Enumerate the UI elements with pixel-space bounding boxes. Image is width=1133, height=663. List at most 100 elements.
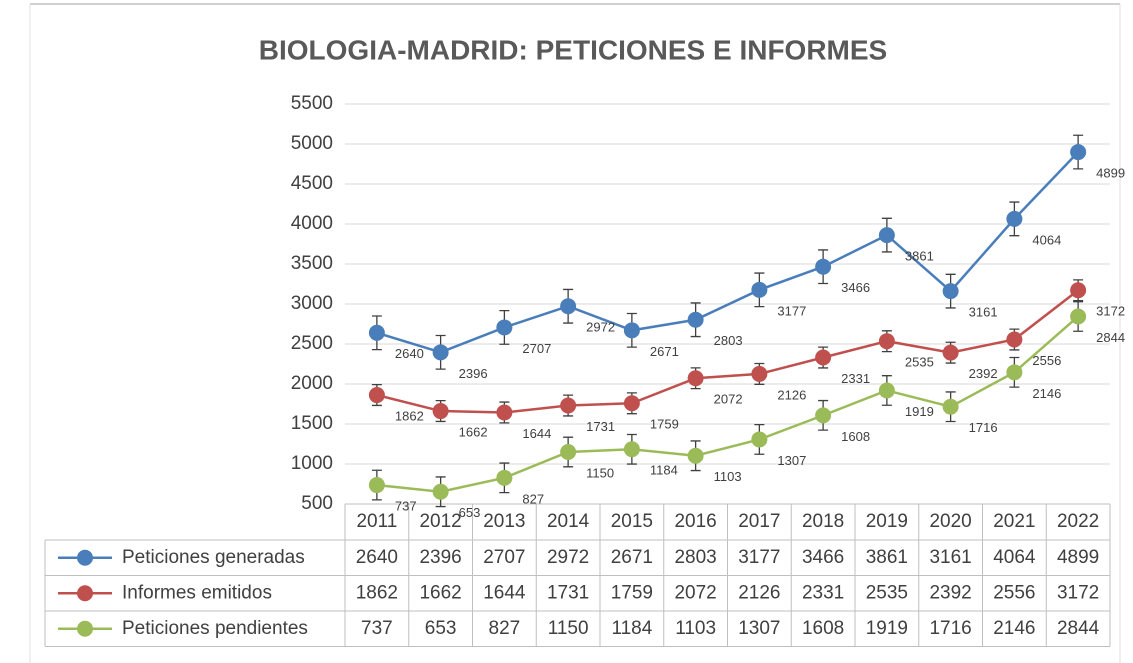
marker [560,397,577,414]
marker [815,407,832,424]
legend-label: Peticiones pendientes [122,618,308,639]
y-tick-label: 3000 [291,293,333,314]
x-tick-label: 2019 [866,511,908,532]
x-tick-label: 2014 [547,511,590,532]
data-label: 3466 [841,280,870,295]
marker [878,227,895,244]
data-label: 1608 [841,429,870,444]
table-value: 4899 [1057,547,1099,568]
table-value: 1759 [611,582,653,603]
y-tick-label: 2500 [291,333,333,354]
table-value: 2392 [929,582,971,603]
y-tick-label: 4000 [291,213,333,234]
marker [368,387,385,404]
marker [751,431,768,448]
marker [560,444,577,460]
data-label: 3861 [905,249,934,264]
x-tick-label: 2020 [929,511,971,532]
marker [687,311,704,328]
table-value: 3172 [1057,582,1099,603]
chart-title: BIOLOGIA-MADRID: PETICIONES E INFORMES [259,34,887,65]
table-value: 2640 [356,547,398,568]
marker [878,382,895,399]
y-tick-label: 5000 [291,133,333,154]
marker [432,483,449,500]
marker [687,447,704,464]
data-label: 653 [459,505,481,520]
data-label: 1716 [969,420,998,435]
y-tick-label: 2000 [291,373,333,394]
data-label: 2640 [395,346,424,361]
table-value: 1862 [356,582,398,603]
table-value: 1307 [738,618,780,639]
table-value: 1103 [675,618,716,639]
x-tick-label: 2015 [611,511,653,532]
table-value: 3466 [802,547,844,568]
marker [496,404,513,421]
series-line [376,151,1080,354]
marker [942,398,959,415]
data-label: 2392 [969,366,998,381]
x-tick-label: 2011 [356,511,397,532]
data-label: 2556 [1032,353,1061,368]
legend-marker [77,549,93,566]
table-value: 1716 [929,618,971,639]
table-value: 2331 [802,582,844,603]
x-tick-label: 2017 [738,511,780,532]
y-tick-label: 4500 [291,173,333,194]
x-tick-label: 2016 [674,511,716,532]
data-label: 2126 [777,387,806,402]
legend-label: Peticiones generadas [122,547,305,568]
marker [815,349,832,366]
marker [1070,282,1087,299]
table-value: 2126 [738,582,780,603]
marker [1070,308,1087,325]
table-value: 1608 [802,618,844,639]
marker [878,333,895,350]
y-tick-label: 1000 [291,453,333,474]
legend-label: Informes emitidos [122,582,272,603]
data-label: 1662 [459,424,488,439]
data-label: 1184 [650,463,678,478]
table-value: 4064 [993,547,1036,568]
data-label: 2844 [1096,330,1125,345]
data-label: 2396 [459,366,488,381]
marker [1006,364,1023,381]
table-value: 2707 [483,547,525,568]
data-label: 1150 [586,465,614,480]
data-label: 2803 [714,333,743,348]
y-tick-label: 5500 [291,93,333,114]
data-label: 1759 [650,417,679,432]
data-label: 1307 [777,453,806,468]
table-value: 827 [489,618,521,639]
marker [368,324,385,341]
x-tick-label: 2013 [483,511,525,532]
table-value: 1731 [547,582,589,603]
series-line [376,315,1079,494]
table-value: 2396 [419,547,461,568]
x-tick-label: 2022 [1057,511,1099,532]
y-tick-label: 3500 [291,253,333,274]
data-label: 1731 [586,419,615,434]
marker [815,258,832,275]
marker [623,441,640,458]
data-label: 4064 [1032,232,1061,247]
marker [368,477,385,494]
table-value: 2072 [674,582,716,603]
table-value: 737 [361,618,393,639]
table-value: 2556 [993,582,1035,603]
marker [687,370,704,387]
x-tick-label: 2018 [802,511,844,532]
data-label: 2972 [586,320,615,335]
y-tick-label: 500 [301,493,333,514]
table-value: 653 [425,618,457,639]
table-value: 2803 [674,547,716,568]
table-value: 3177 [738,547,780,568]
marker [1006,331,1023,348]
data-label: 3161 [969,305,998,320]
table-value: 2844 [1057,618,1100,639]
legend-marker [77,585,93,602]
marker [1006,210,1023,227]
